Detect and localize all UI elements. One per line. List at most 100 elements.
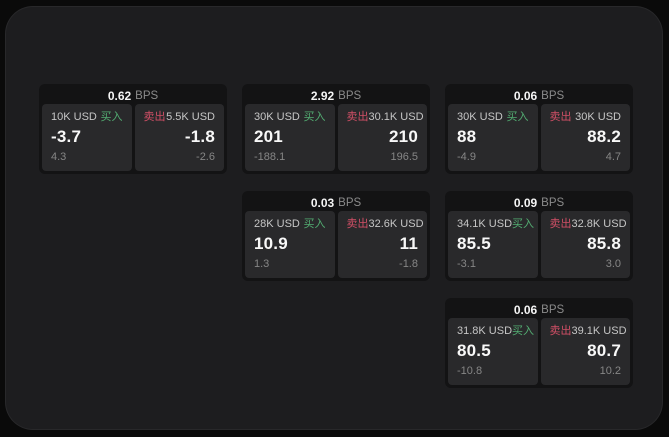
buy-amount: 34.1K USD bbox=[457, 218, 513, 230]
buy-delta: -10.8 bbox=[457, 365, 483, 377]
sell-amount: 32.6K USD bbox=[368, 218, 424, 230]
bps-unit: BPS bbox=[541, 89, 565, 102]
bps-value: 2.92 bbox=[310, 88, 335, 103]
bps-unit: BPS bbox=[338, 89, 362, 102]
card-body: 34.1K USD 买入 85.5 -3.1 卖出 32.8K USD 85.8… bbox=[448, 211, 630, 278]
buy-pane[interactable]: 34.1K USD 买入 85.5 -3.1 bbox=[448, 211, 538, 278]
bps-unit: BPS bbox=[338, 196, 362, 209]
buy-amount: 31.8K USD bbox=[457, 325, 513, 337]
buy-pane[interactable]: 30K USD 买入 201 -188.1 bbox=[245, 104, 335, 171]
card-body: 31.8K USD 买入 80.5 -10.8 卖出 39.1K USD 80.… bbox=[448, 318, 630, 385]
sell-amount: 30.1K USD bbox=[368, 111, 424, 123]
sell-amount: 30K USD bbox=[575, 111, 621, 123]
sell-price: 210 bbox=[389, 127, 418, 146]
card-header: 0.06 BPS bbox=[448, 301, 630, 318]
card-header: 2.92 BPS bbox=[245, 87, 427, 104]
quote-card: 0.06 BPS 30K USD 买入 88 -4.9 卖出 30K USD 8… bbox=[445, 84, 633, 174]
buy-price: -3.7 bbox=[51, 127, 82, 146]
sell-amount: 5.5K USD bbox=[166, 111, 215, 123]
quote-card: 0.06 BPS 31.8K USD 买入 80.5 -10.8 卖出 39.1… bbox=[445, 298, 633, 388]
card-body: 30K USD 买入 201 -188.1 卖出 30.1K USD 210 1… bbox=[245, 104, 427, 171]
sell-delta: -2.6 bbox=[196, 151, 215, 163]
buy-amount: 30K USD bbox=[457, 111, 503, 123]
card-body: 28K USD 买入 10.9 1.3 卖出 32.6K USD 11 -1.8 bbox=[245, 211, 427, 278]
quotes-panel: 0.62 BPS 10K USD 买入 -3.7 4.3 卖出 5.5K USD… bbox=[5, 6, 663, 430]
sell-delta: 10.2 bbox=[599, 365, 621, 377]
buy-amount: 30K USD bbox=[254, 111, 300, 123]
buy-price: 201 bbox=[254, 127, 283, 146]
card-header: 0.62 BPS bbox=[42, 87, 224, 104]
bps-value: 0.06 bbox=[513, 302, 538, 317]
sell-delta: 3.0 bbox=[605, 258, 621, 270]
buy-side-label: 买入 bbox=[506, 111, 529, 123]
buy-delta: -188.1 bbox=[254, 151, 286, 163]
card-body: 30K USD 买入 88 -4.9 卖出 30K USD 88.2 4.7 bbox=[448, 104, 630, 171]
buy-pane[interactable]: 28K USD 买入 10.9 1.3 bbox=[245, 211, 335, 278]
quote-card: 0.09 BPS 34.1K USD 买入 85.5 -3.1 卖出 32.8K… bbox=[445, 191, 633, 281]
sell-price: 11 bbox=[399, 234, 418, 253]
buy-price: 80.5 bbox=[457, 341, 491, 360]
buy-delta: 4.3 bbox=[51, 151, 67, 163]
sell-pane[interactable]: 卖出 30.1K USD 210 196.5 bbox=[337, 104, 427, 171]
sell-side-label: 卖出 bbox=[346, 218, 369, 230]
bps-unit: BPS bbox=[541, 196, 565, 209]
sell-delta: 196.5 bbox=[390, 151, 418, 163]
sell-side-label: 卖出 bbox=[549, 218, 572, 230]
sell-pane[interactable]: 卖出 39.1K USD 80.7 10.2 bbox=[540, 318, 630, 385]
buy-price: 88 bbox=[457, 127, 477, 146]
card-header: 0.03 BPS bbox=[245, 194, 427, 211]
sell-price: 85.8 bbox=[587, 234, 621, 253]
buy-pane-header: 31.8K USD 买入 bbox=[457, 325, 534, 338]
quote-card: 0.03 BPS 28K USD 买入 10.9 1.3 卖出 32.6K US… bbox=[242, 191, 430, 281]
sell-pane[interactable]: 卖出 32.8K USD 85.8 3.0 bbox=[540, 211, 630, 278]
sell-pane[interactable]: 卖出 30K USD 88.2 4.7 bbox=[540, 104, 630, 171]
buy-side-label: 买入 bbox=[303, 218, 326, 230]
sell-pane-header: 卖出 30.1K USD bbox=[346, 111, 424, 124]
buy-side-label: 买入 bbox=[303, 111, 326, 123]
quote-card: 2.92 BPS 30K USD 买入 201 -188.1 卖出 30.1K … bbox=[242, 84, 430, 174]
sell-pane-header: 卖出 5.5K USD bbox=[144, 111, 216, 124]
buy-amount: 28K USD bbox=[254, 218, 300, 230]
sell-pane-header: 卖出 30K USD bbox=[550, 111, 622, 124]
sell-pane-header: 卖出 32.8K USD bbox=[549, 218, 627, 231]
sell-amount: 32.8K USD bbox=[571, 218, 627, 230]
sell-pane-header: 卖出 32.6K USD bbox=[346, 218, 424, 231]
buy-delta: -3.1 bbox=[457, 258, 476, 270]
buy-price: 85.5 bbox=[457, 234, 491, 253]
buy-side-label: 买入 bbox=[100, 111, 123, 123]
buy-side-label: 买入 bbox=[512, 325, 535, 337]
sell-side-label: 卖出 bbox=[143, 111, 166, 123]
bps-unit: BPS bbox=[541, 303, 565, 316]
buy-pane-header: 34.1K USD 买入 bbox=[457, 218, 534, 231]
bps-unit: BPS bbox=[135, 89, 159, 102]
bps-value: 0.06 bbox=[513, 88, 538, 103]
buy-delta: 1.3 bbox=[254, 258, 270, 270]
card-header: 0.09 BPS bbox=[448, 194, 630, 211]
bps-value: 0.09 bbox=[513, 195, 538, 210]
buy-pane[interactable]: 31.8K USD 买入 80.5 -10.8 bbox=[448, 318, 538, 385]
sell-amount: 39.1K USD bbox=[571, 325, 627, 337]
sell-side-label: 卖出 bbox=[549, 111, 572, 123]
buy-pane-header: 10K USD 买入 bbox=[51, 111, 123, 124]
buy-side-label: 买入 bbox=[512, 218, 535, 230]
sell-delta: 4.7 bbox=[605, 151, 621, 163]
buy-pane-header: 30K USD 买入 bbox=[457, 111, 529, 124]
buy-pane[interactable]: 30K USD 买入 88 -4.9 bbox=[448, 104, 538, 171]
sell-side-label: 卖出 bbox=[549, 325, 572, 337]
buy-price: 10.9 bbox=[254, 234, 288, 253]
buy-pane-header: 30K USD 买入 bbox=[254, 111, 326, 124]
sell-pane-header: 卖出 39.1K USD bbox=[549, 325, 627, 338]
sell-delta: -1.8 bbox=[399, 258, 418, 270]
buy-pane-header: 28K USD 买入 bbox=[254, 218, 326, 231]
sell-price: 88.2 bbox=[587, 127, 621, 146]
sell-side-label: 卖出 bbox=[346, 111, 369, 123]
card-header: 0.06 BPS bbox=[448, 87, 630, 104]
sell-pane[interactable]: 卖出 5.5K USD -1.8 -2.6 bbox=[134, 104, 224, 171]
quote-card: 0.62 BPS 10K USD 买入 -3.7 4.3 卖出 5.5K USD… bbox=[39, 84, 227, 174]
buy-amount: 10K USD bbox=[51, 111, 97, 123]
buy-pane[interactable]: 10K USD 买入 -3.7 4.3 bbox=[42, 104, 132, 171]
bps-value: 0.03 bbox=[310, 195, 335, 210]
buy-delta: -4.9 bbox=[457, 151, 476, 163]
sell-price: -1.8 bbox=[184, 127, 215, 146]
sell-pane[interactable]: 卖出 32.6K USD 11 -1.8 bbox=[337, 211, 427, 278]
